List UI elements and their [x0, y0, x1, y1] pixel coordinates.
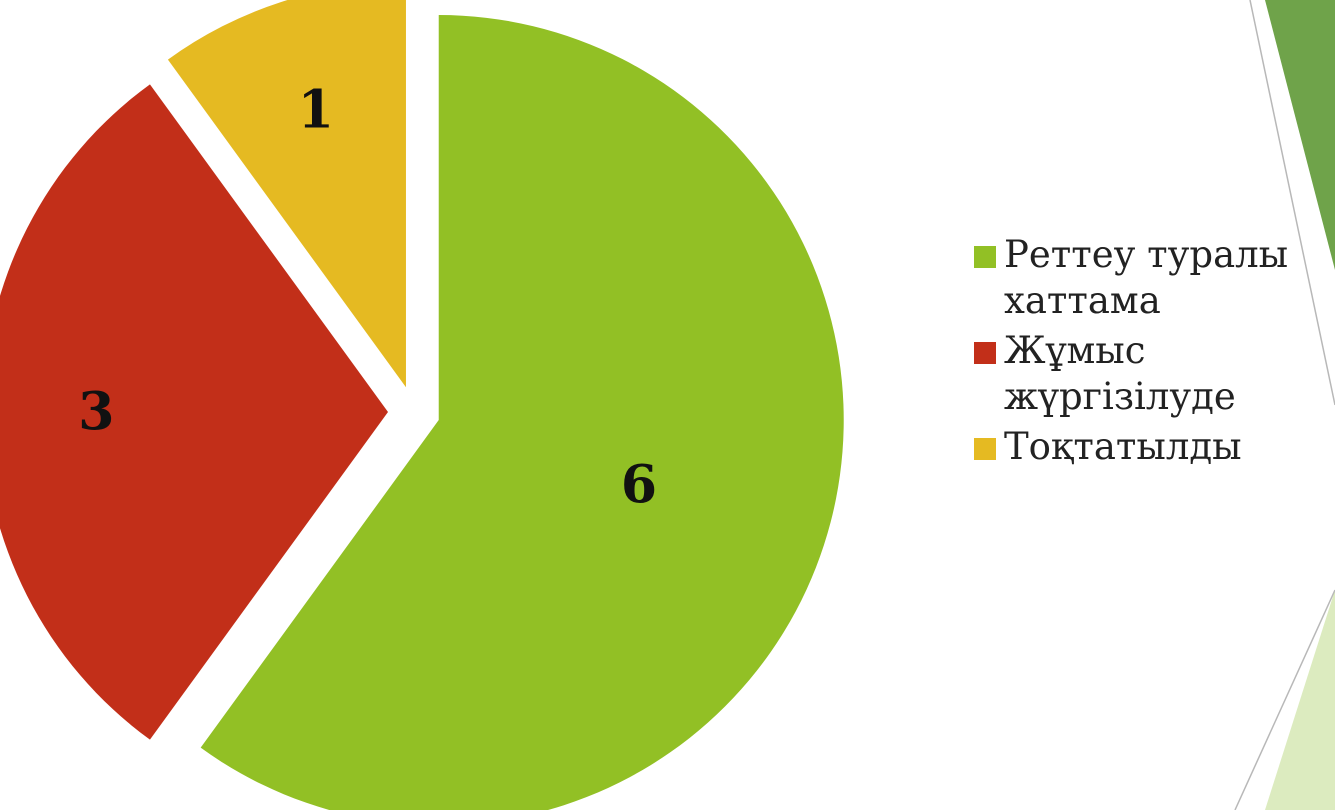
decor-dark-triangle [1265, 0, 1335, 270]
legend-label-2: Тоқтатылды [1004, 425, 1242, 468]
pie-slices [0, 0, 844, 810]
legend-swatch-2 [974, 438, 996, 460]
legend-label-1: Жұмыс жүргізілуде [1004, 329, 1236, 418]
decor-line-bottom [1234, 589, 1335, 810]
legend-item-0: Реттеу туралы хаттама [974, 232, 1314, 324]
legend-swatch-0 [974, 246, 996, 268]
decor-line-top [1249, 0, 1335, 406]
legend: Реттеу туралы хаттама Жұмыс жүргізілуде … [974, 232, 1314, 474]
pie-data-label-0: 6 [621, 455, 657, 516]
pie-data-label-1: 3 [78, 382, 114, 443]
legend-swatch-1 [974, 342, 996, 364]
pie-slice-0 [200, 15, 844, 810]
pie-data-label-2: 1 [298, 79, 334, 140]
legend-label-0: Реттеу туралы хаттама [1004, 233, 1289, 322]
pie-slice-1 [0, 84, 388, 740]
legend-item-2: Тоқтатылды [974, 424, 1314, 470]
pie-slice-2 [167, 0, 406, 388]
legend-item-1: Жұмыс жүргізілуде [974, 328, 1314, 420]
decor-light-triangle [1265, 590, 1335, 810]
pie-data-labels: 6 3 1 [78, 79, 657, 515]
